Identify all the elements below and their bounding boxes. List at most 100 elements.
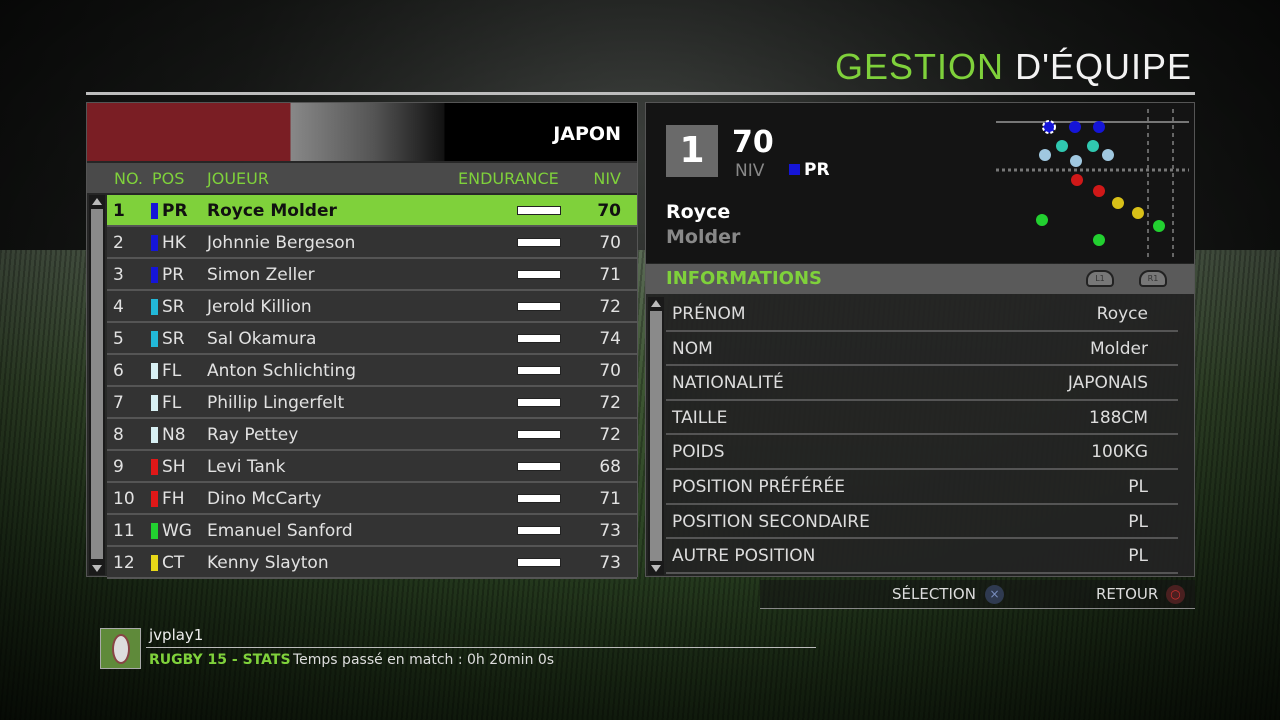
position-color	[151, 395, 158, 411]
player-position: SR	[162, 329, 185, 349]
col-player: JOUEUR	[207, 169, 269, 188]
player-level: 70	[599, 233, 621, 253]
info-value: Molder	[1089, 338, 1148, 359]
l1-button-icon[interactable]: L1	[1086, 270, 1114, 287]
roster-scrollbar[interactable]	[89, 195, 105, 575]
player-row[interactable]: 6 FL Anton Schlichting 70	[107, 355, 637, 387]
title-divider	[86, 92, 1195, 95]
player-level: 71	[599, 489, 621, 509]
player-row[interactable]: 7 FL Phillip Lingerfelt 72	[107, 387, 637, 419]
info-title: INFORMATIONS	[666, 268, 822, 289]
player-dot	[1071, 174, 1083, 186]
player-level: 73	[599, 521, 621, 541]
position-color	[151, 299, 158, 315]
player-row[interactable]: 2 HK Johnnie Bergeson 70	[107, 227, 637, 259]
player-row[interactable]: 9 SH Levi Tank 68	[107, 451, 637, 483]
scroll-thumb[interactable]	[91, 209, 103, 559]
info-scrollbar[interactable]	[648, 297, 664, 575]
col-niv: NIV	[593, 169, 621, 188]
player-row[interactable]: 11 WG Emanuel Sanford 73	[107, 515, 637, 547]
player-row[interactable]: 8 N8 Ray Pettey 72	[107, 419, 637, 451]
player-level: 73	[599, 553, 621, 573]
player-row[interactable]: 5 SR Sal Okamura 74	[107, 323, 637, 355]
back-label[interactable]: RETOUR	[1096, 585, 1159, 603]
endurance-bar	[517, 430, 561, 439]
team-name: JAPON	[553, 123, 621, 145]
player-position: N8	[162, 425, 186, 445]
info-header: INFORMATIONS L1 R1	[646, 264, 1194, 294]
player-number: 9	[113, 457, 124, 477]
info-label: NATIONALITÉ	[672, 373, 784, 394]
player-position: CT	[162, 553, 185, 573]
info-value: Royce	[1096, 304, 1148, 324]
player-position: FL	[162, 393, 182, 413]
player-detail-panel: 1 70 NIV PR Royce Molder INFORMATIONS L1…	[645, 102, 1195, 577]
position-color	[151, 427, 158, 443]
player-number: 11	[113, 521, 135, 541]
player-row[interactable]: 3 PR Simon Zeller 71	[107, 259, 637, 291]
player-name: Dino McCarty	[207, 489, 322, 509]
position-color	[151, 267, 158, 283]
title-white: D'ÉQUIPE	[1015, 46, 1192, 87]
endurance-bar	[517, 398, 561, 407]
player-level: 71	[599, 265, 621, 285]
player-number: 6	[113, 361, 124, 381]
endurance-bar	[517, 206, 561, 215]
username: jvplay1	[149, 626, 204, 644]
player-row[interactable]: 12 CT Kenny Slayton 73	[107, 547, 637, 579]
player-number: 1	[113, 201, 125, 221]
rugby-ball-icon	[112, 634, 130, 664]
player-name: Kenny Slayton	[207, 553, 329, 573]
info-label: AUTRE POSITION	[672, 546, 816, 567]
player-last-name: Molder	[666, 226, 741, 248]
col-pos: POS	[152, 169, 185, 188]
player-number: 7	[113, 393, 124, 413]
player-first-name: Royce	[666, 201, 731, 223]
player-level: 74	[599, 329, 621, 349]
position-color	[151, 363, 158, 379]
player-dot	[1070, 155, 1082, 167]
r1-button-icon[interactable]: R1	[1139, 270, 1167, 287]
player-dot	[1056, 140, 1068, 152]
endurance-bar	[517, 270, 561, 279]
info-value: PL	[1128, 476, 1148, 497]
endurance-bar	[517, 302, 561, 311]
col-no: NO.	[114, 169, 143, 188]
position-color	[151, 203, 158, 219]
info-list: PRÉNOM Royce NOM Molder NATIONALITÉ JAPONAIS T…	[666, 297, 1178, 574]
position-color	[789, 164, 800, 175]
player-position: SH	[162, 457, 186, 477]
player-row[interactable]: 4 SR Jerold Killion 72	[107, 291, 637, 323]
player-number: 10	[113, 489, 135, 509]
position-color	[151, 331, 158, 347]
player-row[interactable]: 10 FH Dino McCarty 71	[107, 483, 637, 515]
info-label: POSITION PRÉFÉRÉE	[672, 476, 845, 497]
player-number: 12	[113, 553, 135, 573]
select-label[interactable]: SÉLECTION	[892, 585, 976, 603]
player-dot	[1036, 214, 1048, 226]
player-dot	[1039, 149, 1051, 161]
cross-button-icon[interactable]: ×	[985, 585, 1004, 604]
info-value: 188CM	[1089, 407, 1148, 428]
position-color	[151, 235, 158, 251]
info-row: AUTRE POSITION PL	[666, 539, 1178, 574]
info-row: POSITION SECONDAIRE PL	[666, 505, 1178, 540]
info-value: PL	[1128, 546, 1148, 567]
player-position: PR	[162, 201, 188, 221]
player-level: 70	[597, 201, 621, 221]
circle-button-icon[interactable]: ○	[1166, 585, 1185, 604]
player-name: Johnnie Bergeson	[207, 233, 356, 253]
player-name: Anton Schlichting	[207, 361, 357, 381]
player-name: Levi Tank	[207, 457, 286, 477]
info-row: NOM Molder	[666, 332, 1178, 367]
player-name: Royce Molder	[207, 201, 337, 221]
selected-player-dot	[1042, 120, 1056, 134]
player-position: FH	[162, 489, 185, 509]
player-name: Jerold Killion	[207, 297, 312, 317]
roster-header: NO. POS JOUEUR ENDURANCE NIV	[87, 163, 637, 193]
player-row[interactable]: 1 PR Royce Molder 70	[107, 195, 637, 227]
player-dot	[1093, 185, 1105, 197]
info-row: POSITION PRÉFÉRÉE PL	[666, 470, 1178, 505]
avatar	[100, 628, 141, 669]
info-label: POIDS	[672, 442, 725, 463]
